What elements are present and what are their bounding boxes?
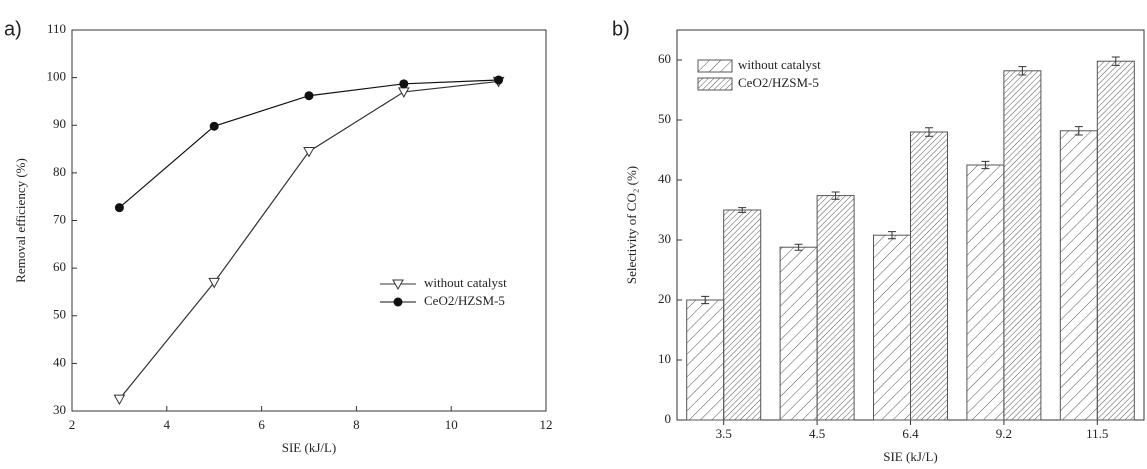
error-bar — [794, 243, 803, 251]
data-point — [399, 79, 409, 89]
x-tick-label: 6.4 — [902, 426, 919, 441]
x-axis-label: SIE (kJ/L) — [883, 449, 938, 464]
bar — [873, 234, 911, 421]
x-tick-label: 4 — [164, 417, 171, 432]
legend-label: without catalyst — [424, 275, 507, 290]
bar — [816, 195, 855, 421]
y-tick-label: 30 — [658, 231, 671, 246]
x-tick-label: 6 — [258, 417, 265, 432]
error-bar — [925, 127, 933, 137]
data-point — [113, 394, 126, 406]
error-bar — [1018, 66, 1027, 76]
y-tick-label: 40 — [53, 354, 66, 369]
bar — [1059, 130, 1098, 421]
y-tick-label: 70 — [53, 211, 66, 226]
bar — [779, 246, 818, 421]
panel-label: b) — [612, 18, 630, 40]
bar — [910, 131, 948, 421]
x-tick-label: 11.5 — [1086, 426, 1108, 441]
data-point — [397, 87, 410, 98]
y-tick-label: 10 — [658, 351, 671, 366]
data-point — [208, 277, 221, 289]
legend-swatch — [697, 59, 733, 73]
legend-label: without catalyst — [738, 57, 821, 72]
y-tick-label: 90 — [53, 116, 66, 131]
bar — [966, 164, 1005, 421]
error-bar — [1111, 56, 1120, 66]
error-bar — [1074, 126, 1083, 136]
y-axis-label: Selectivity of CO₂ (%) — [624, 166, 639, 284]
panel-label: a) — [4, 18, 22, 40]
legend-swatch — [697, 77, 733, 91]
y-tick-label: 40 — [658, 171, 671, 186]
y-axis-label: Removal efficiency (%) — [13, 158, 28, 283]
x-tick-label: 3.5 — [716, 426, 732, 441]
x-axis-label: SIE (kJ/L) — [282, 440, 337, 455]
y-tick-label: 80 — [53, 164, 66, 179]
data-point — [304, 91, 314, 101]
x-tick-label: 4.5 — [809, 426, 825, 441]
x-tick-label: 10 — [445, 417, 458, 432]
x-tick-label: 8 — [353, 417, 360, 432]
series-line — [118, 80, 499, 400]
y-tick-label: 50 — [53, 307, 66, 322]
data-point — [494, 75, 504, 85]
x-tick-label: 9.2 — [996, 426, 1012, 441]
x-tick-label: 2 — [69, 417, 76, 432]
data-point — [209, 121, 219, 131]
bar — [723, 209, 762, 421]
legend-label: CeO2/HZSM-5 — [738, 75, 819, 90]
y-tick-label: 110 — [47, 21, 66, 36]
y-tick-label: 60 — [658, 51, 671, 66]
y-tick-label: 20 — [658, 291, 671, 306]
plot-frame — [71, 29, 547, 412]
legend-label: CeO2/HZSM-5 — [424, 293, 505, 308]
error-bar — [738, 207, 747, 213]
error-bar — [831, 191, 840, 200]
x-tick-label: 12 — [540, 417, 553, 432]
data-point — [114, 203, 124, 213]
y-tick-label: 60 — [53, 259, 66, 274]
y-tick-label: 50 — [658, 111, 671, 126]
legend-marker — [392, 279, 404, 291]
bar — [1096, 60, 1135, 421]
y-tick-label: 100 — [47, 69, 67, 84]
error-bar — [981, 160, 990, 170]
data-point — [303, 146, 315, 158]
bar — [686, 299, 725, 421]
error-bar — [701, 295, 710, 305]
error-bar — [888, 231, 896, 240]
y-tick-label: 0 — [665, 411, 672, 426]
legend-marker — [393, 297, 403, 307]
y-tick-label: 30 — [53, 402, 66, 417]
bar — [1003, 70, 1042, 421]
